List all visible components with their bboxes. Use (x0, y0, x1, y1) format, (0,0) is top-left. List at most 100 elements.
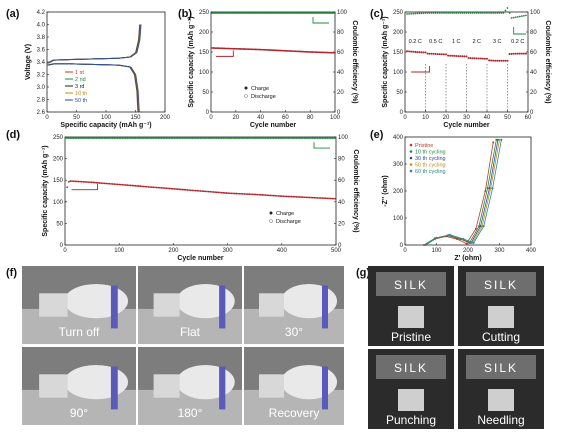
ce-point (469, 12, 472, 14)
charge-point (266, 194, 269, 197)
ce-point (228, 12, 231, 14)
ce-point (284, 137, 286, 139)
ce-point (240, 137, 243, 139)
photo-f-2: Flat (138, 266, 242, 344)
charge-point (170, 187, 173, 190)
y2-tick-label: 80 (338, 157, 345, 163)
plot-frame (46, 11, 166, 113)
ce-point (173, 137, 176, 139)
y2-tick-label: 60 (337, 50, 344, 56)
x-axis-label: Specific capacity (mAh g⁻¹) (60, 122, 151, 129)
charge-point (165, 187, 168, 190)
charge-point (134, 184, 137, 187)
photo-caption: Punching (386, 413, 436, 427)
charge-point (219, 191, 221, 194)
ce-point (434, 12, 437, 14)
y-tick-label: 150 (53, 178, 64, 184)
ce-point (207, 137, 210, 139)
ce-point (128, 137, 130, 139)
ce-point (247, 12, 250, 14)
charge-point (162, 187, 165, 189)
ce-point (279, 137, 282, 139)
ce-point (449, 12, 451, 14)
y-tick-label: 4.0 (37, 23, 46, 29)
ce-point (226, 12, 229, 14)
ce-point (453, 12, 456, 14)
x-tick-label: 0 (403, 115, 407, 121)
ce-point (290, 137, 293, 139)
ce-point (280, 137, 283, 139)
legend-marker-charge (269, 211, 273, 215)
ce-point (188, 137, 191, 139)
charge-point (440, 53, 443, 56)
ce-point (244, 12, 247, 14)
ce-point (280, 12, 283, 14)
charge-point (87, 181, 90, 184)
charge-point (206, 190, 208, 193)
charge-point (144, 185, 147, 188)
panel-label-g: (g) (356, 267, 370, 279)
ce-point (233, 12, 236, 14)
ce-point (204, 137, 207, 139)
charge-point (76, 180, 78, 183)
legend-entry: 10 th cycling (415, 150, 446, 156)
ce-point (326, 12, 329, 14)
ce-point (264, 12, 267, 14)
charge-point (139, 185, 142, 188)
ce-point (443, 12, 445, 14)
x-tick-label: 60 (525, 115, 532, 121)
ce-point (457, 12, 460, 14)
ce-point (265, 12, 268, 14)
charge-point (449, 54, 452, 57)
ce-point (218, 12, 221, 14)
y-tick-label: 2.6 (37, 110, 46, 116)
ce-point (313, 12, 315, 14)
ce-point (261, 137, 264, 139)
legend-entry: 50 th (75, 98, 87, 104)
x-axis-label: Cycle number (443, 122, 490, 129)
ce-point (410, 12, 413, 15)
ce-point (253, 12, 256, 14)
ce-point (286, 12, 289, 14)
glove-hand (64, 364, 129, 400)
ce-point (282, 137, 285, 139)
charge-point (227, 192, 230, 195)
photo-f-4: 90° (22, 347, 136, 425)
ce-point (212, 12, 215, 14)
charge-point (445, 53, 447, 56)
ce-point (229, 12, 232, 14)
ce-point (118, 137, 121, 139)
ce-point (324, 12, 326, 14)
eis-point (424, 244, 427, 246)
photo-caption: 90° (70, 406, 88, 420)
charge-point (223, 192, 226, 194)
legend-marker (409, 156, 413, 160)
ce-point (308, 12, 310, 14)
charge-point (502, 59, 505, 62)
charge-point (178, 188, 181, 191)
charge-point (103, 182, 106, 185)
led-panel (466, 355, 536, 379)
ce-point (272, 137, 275, 139)
ce-point (494, 12, 497, 14)
ce-point (260, 12, 263, 14)
wrist-band (322, 285, 328, 329)
glove-hand (281, 283, 337, 319)
ce-point (322, 12, 325, 14)
battery-pouch (398, 306, 424, 328)
led-text: SILK (484, 278, 518, 292)
charge-point (89, 181, 91, 184)
ce-point (238, 12, 241, 14)
ce-point (295, 12, 298, 14)
ce-point (163, 137, 166, 139)
charge-point (123, 184, 125, 186)
ce-point (165, 137, 168, 139)
charge-point (110, 182, 112, 185)
charge-point (121, 183, 124, 186)
panel-label-c: (c) (370, 8, 384, 20)
charge-point (118, 183, 121, 186)
y2-axis-label: Coulombic efficiency (%) (352, 149, 359, 232)
discharge-curve (47, 63, 140, 113)
ce-point (298, 137, 301, 139)
charge-point (263, 194, 265, 196)
